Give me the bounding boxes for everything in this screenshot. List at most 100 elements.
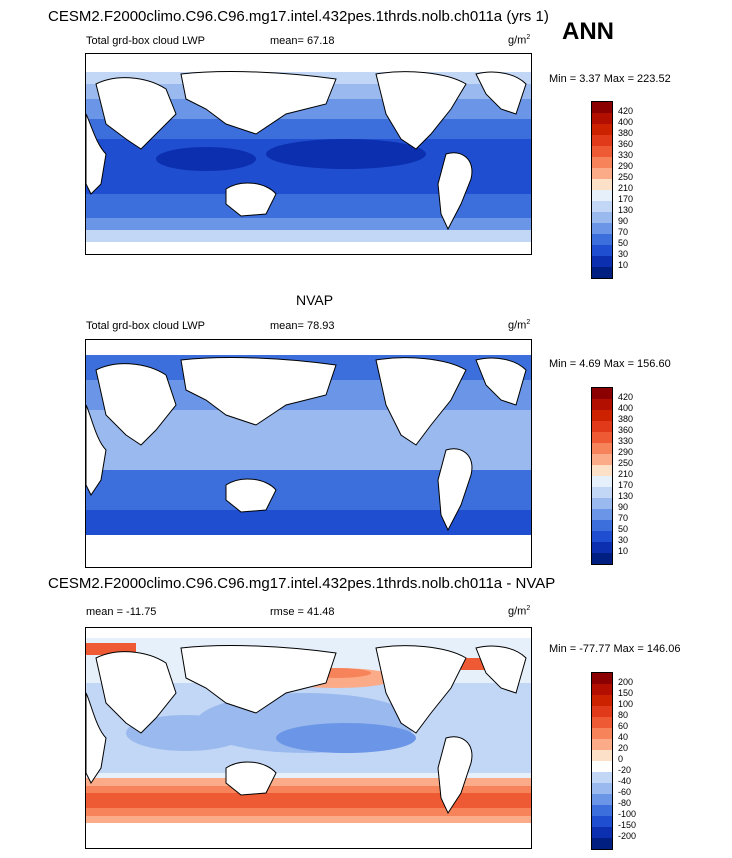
diff-title: CESM2.F2000climo.C96.C96.mg17.intel.432p… [48, 575, 556, 592]
panel2-variable-label: Total grd-box cloud LWP [86, 320, 206, 332]
panel2-colorbar-swatch [592, 542, 612, 553]
panel3-unit-label: g/m2 [508, 605, 531, 618]
panel2-map [85, 339, 532, 568]
panel2-colorbar-swatch [592, 410, 612, 421]
panel2-colorbar-tick-label: 30 [618, 535, 629, 545]
panel3-colorbar-tick-label: 80 [618, 710, 629, 720]
panel2-colorbar-tick-label: 400 [618, 403, 634, 413]
panel3-colorbar-swatch [592, 706, 612, 717]
panel1-colorbar-tick-label: 90 [618, 216, 629, 226]
panel2-colorbar-tick-label: 330 [618, 436, 634, 446]
panel3-colorbar-swatch [592, 805, 612, 816]
panel1-minmax-label: Min = 3.37 Max = 223.52 [549, 73, 671, 85]
panel3-colorbar-swatch [592, 816, 612, 827]
panel3-colorbar [591, 672, 613, 850]
panel2-colorbar-tick-label: 250 [618, 458, 634, 468]
panel2-colorbar-tick-label: 360 [618, 425, 634, 435]
panel1-colorbar-swatch [592, 179, 612, 190]
panel3-colorbar-tick-label: 200 [618, 677, 634, 687]
panel1-colorbar-tick-label: 210 [618, 183, 634, 193]
panel1-colorbar-swatch [592, 157, 612, 168]
panel2-colorbar-swatch [592, 465, 612, 476]
panel2-colorbar-tick-label: 90 [618, 502, 629, 512]
panel3-colorbar-tick-label: 150 [618, 688, 634, 698]
panel1-colorbar-tick-label: 420 [618, 106, 634, 116]
panel1-colorbar-tick-label: 130 [618, 205, 634, 215]
panel2-colorbar-swatch [592, 454, 612, 465]
panel2-colorbar-swatch [592, 498, 612, 509]
panel1-colorbar-swatch [592, 168, 612, 179]
panel1-variable-label: Total grd-box cloud LWP [86, 35, 206, 47]
main-title: CESM2.F2000climo.C96.C96.mg17.intel.432p… [48, 8, 549, 25]
panel3-colorbar-swatch [592, 750, 612, 761]
panel3-colorbar-tick-label: -40 [618, 776, 632, 786]
panel3-colorbar-swatch [592, 794, 612, 805]
panel1-unit-label: g/m2 [508, 34, 531, 47]
panel3-colorbar-swatch [592, 673, 612, 684]
panel3-colorbar-swatch [592, 838, 612, 849]
panel1-colorbar-tick-label: 290 [618, 161, 634, 171]
panel3-colorbar-swatch [592, 717, 612, 728]
panel3-colorbar-swatch [592, 783, 612, 794]
panel3-colorbar-tick-label: -100 [618, 809, 637, 819]
panel3-minmax-label: Min = -77.77 Max = 146.06 [549, 643, 681, 655]
panel1-colorbar-swatch [592, 234, 612, 245]
panel2-colorbar-tick-label: 50 [618, 524, 629, 534]
panel2-minmax-label: Min = 4.69 Max = 156.60 [549, 358, 671, 370]
panel3-colorbar-tick-label: -20 [618, 765, 632, 775]
panel1-colorbar-swatch [592, 267, 612, 278]
panel1-colorbar-swatch [592, 124, 612, 135]
panel2-colorbar-tick-label: 170 [618, 480, 634, 490]
panel2-colorbar-tick-label: 10 [618, 546, 629, 556]
panel1-colorbar-swatch [592, 201, 612, 212]
panel2-colorbar-swatch [592, 509, 612, 520]
panel2-colorbar-tick-label: 210 [618, 469, 634, 479]
panel3-colorbar-tick-label: 100 [618, 699, 634, 709]
panel2-colorbar-swatch [592, 476, 612, 487]
panel3-colorbar-swatch [592, 739, 612, 750]
panel3-colorbar-tick-label: -150 [618, 820, 637, 830]
panel2-title: NVAP [296, 292, 334, 308]
panel3-colorbar-swatch [592, 684, 612, 695]
panel3-colorbar-swatch [592, 761, 612, 772]
panel2-colorbar-tick-label: 70 [618, 513, 629, 523]
panel1-colorbar-swatch [592, 212, 612, 223]
panel1-colorbar-tick-label: 360 [618, 139, 634, 149]
panel3-colorbar-tick-label: -60 [618, 787, 632, 797]
panel2-mean-label: mean= 78.93 [270, 320, 335, 332]
panel3-colorbar-swatch [592, 772, 612, 783]
panel1-colorbar-swatch [592, 245, 612, 256]
panel1-colorbar-tick-label: 330 [618, 150, 634, 160]
panel2-colorbar-swatch [592, 487, 612, 498]
panel2-unit-label: g/m2 [508, 319, 531, 332]
panel2-colorbar-tick-label: 380 [618, 414, 634, 424]
panel1-colorbar-tick-label: 30 [618, 249, 629, 259]
panel1-colorbar-tick-label: 50 [618, 238, 629, 248]
panel3-colorbar-swatch [592, 695, 612, 706]
panel1-mean-label: mean= 67.18 [270, 35, 335, 47]
panel3-mean-label: mean = -11.75 [86, 606, 157, 618]
panel2-colorbar-swatch [592, 388, 612, 399]
panel1-colorbar-swatch [592, 146, 612, 157]
season-label: ANN [562, 18, 614, 45]
panel3-colorbar-tick-label: 60 [618, 721, 629, 731]
panel2-colorbar-swatch [592, 432, 612, 443]
panel1-map [85, 53, 532, 255]
panel1-colorbar-swatch [592, 256, 612, 267]
panel3-rmse-label: rmse = 41.48 [270, 606, 335, 618]
panel1-colorbar-tick-label: 380 [618, 128, 634, 138]
panel2-colorbar [591, 387, 613, 565]
panel2-colorbar-tick-label: 290 [618, 447, 634, 457]
panel1-colorbar-swatch [592, 113, 612, 124]
panel2-colorbar-swatch [592, 553, 612, 564]
panel2-colorbar-swatch [592, 531, 612, 542]
panel3-colorbar-tick-label: -80 [618, 798, 632, 808]
panel2-colorbar-swatch [592, 520, 612, 531]
panel2-colorbar-swatch [592, 399, 612, 410]
panel1-colorbar-tick-label: 250 [618, 172, 634, 182]
panel3-colorbar-swatch [592, 728, 612, 739]
panel2-colorbar-swatch [592, 421, 612, 432]
panel3-colorbar-swatch [592, 827, 612, 838]
panel2-colorbar-tick-label: 420 [618, 392, 634, 402]
panel2-colorbar-swatch [592, 443, 612, 454]
